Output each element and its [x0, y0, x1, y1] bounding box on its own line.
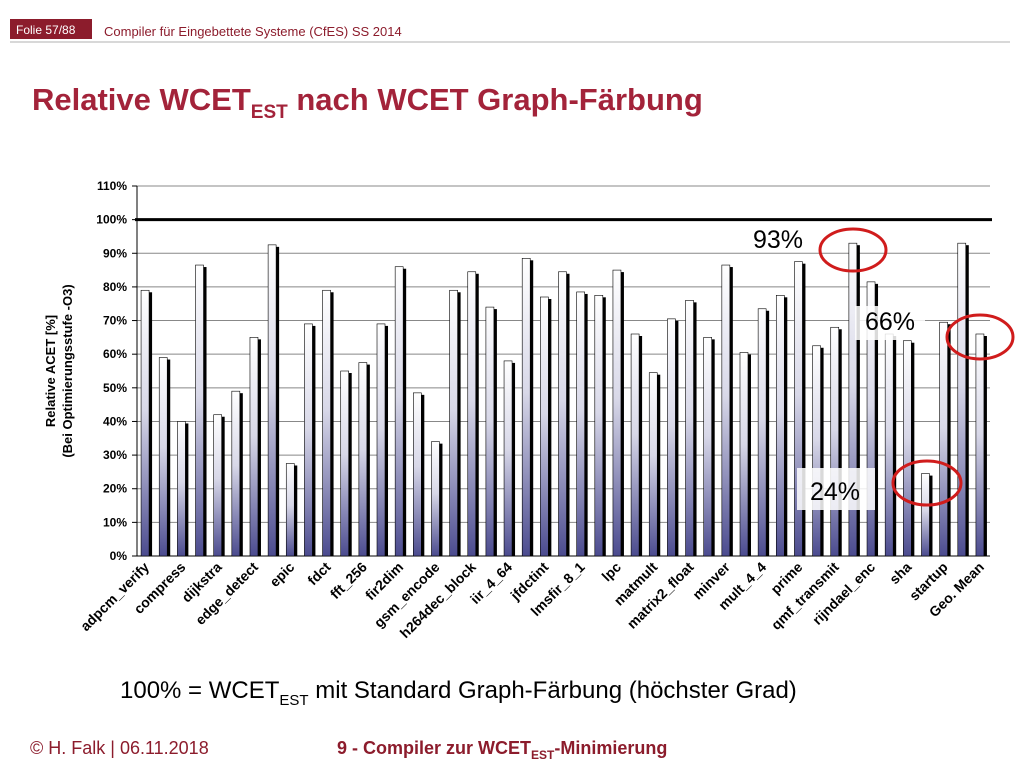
- y-tick-label: 30%: [103, 448, 127, 462]
- y-tick-label: 0%: [110, 549, 128, 563]
- annotation: 93%: [753, 226, 803, 254]
- y-tick-label: 60%: [103, 347, 127, 361]
- x-tick-label: fdct: [304, 559, 334, 589]
- bar: [630, 333, 640, 557]
- bar: [721, 264, 731, 557]
- bar: [285, 463, 295, 557]
- y-tick-label: 10%: [103, 515, 127, 529]
- bar: [739, 352, 749, 557]
- bar: [612, 269, 622, 557]
- bar: [576, 291, 585, 557]
- folie-box: [10, 19, 92, 39]
- bar: [975, 333, 985, 557]
- y-tick-label: 100%: [96, 213, 127, 227]
- bar: [340, 370, 350, 557]
- bar: [304, 323, 313, 557]
- bar: [431, 441, 440, 557]
- caption-sub: EST: [279, 692, 308, 709]
- bar: [376, 323, 386, 557]
- bar: [594, 295, 604, 557]
- bar: [667, 318, 676, 557]
- bar: [540, 296, 549, 557]
- bar: [558, 271, 567, 557]
- bar: [394, 266, 404, 557]
- bar: [685, 300, 694, 557]
- footer-main: 9 - Compiler zur WCET: [337, 738, 531, 758]
- bar: [866, 281, 876, 557]
- bar: [848, 242, 858, 557]
- x-tick-label: sha: [886, 559, 915, 588]
- title-main: Relative WCET: [32, 82, 251, 117]
- bar: [521, 258, 531, 557]
- annotation: 66%: [865, 308, 915, 336]
- bar: [213, 414, 222, 557]
- bar: [775, 295, 785, 557]
- title-sub: EST: [251, 102, 288, 123]
- y-tick-label: 80%: [103, 280, 127, 294]
- bar: [231, 390, 241, 557]
- bar: [957, 242, 967, 557]
- course: Compiler für Eingebettete Systeme (CfES)…: [104, 24, 402, 39]
- y-tick-label: 70%: [103, 314, 127, 328]
- bar: [648, 372, 658, 557]
- bar: [921, 473, 930, 557]
- footer-center: 9 - Compiler zur WCETEST-Minimierung: [337, 738, 667, 762]
- bar: [884, 333, 894, 557]
- annotation-box: [797, 468, 875, 510]
- y-axis-label: (Bei Optimierungsstufe -O3): [60, 284, 75, 457]
- bar: [158, 357, 168, 557]
- annotation: 24%: [810, 478, 860, 506]
- bar: [267, 244, 277, 557]
- folie: Folie 57/88: [16, 23, 76, 37]
- y-tick-label: 90%: [103, 246, 127, 260]
- bar: [703, 337, 712, 557]
- title-rest: nach WCET Graph-Färbung: [288, 82, 703, 117]
- x-tick-label: epic: [266, 559, 297, 590]
- bar: [358, 362, 368, 557]
- bar: [449, 289, 458, 557]
- bar: [195, 264, 204, 557]
- bar: [485, 306, 495, 557]
- highlight-circle: [945, 313, 1015, 361]
- annotation-box: [855, 306, 925, 340]
- footer-left: © H. Falk | 06.11.2018: [30, 738, 209, 758]
- caption: 100% = WCETEST mit Standard Graph-Färbun…: [120, 677, 797, 709]
- bar: [322, 289, 331, 557]
- y-tick-label: 110%: [97, 179, 127, 193]
- title: Relative WCETEST nach WCET Graph-Färbung: [32, 82, 703, 123]
- y-tick-label: 20%: [103, 482, 127, 496]
- chart: 0% 10% 20% 30% 40% 50% 60% 70% 80% 90% 100% 110% Rel…: [43, 179, 1015, 641]
- bar: [140, 289, 150, 557]
- bar: [467, 271, 477, 557]
- bar: [757, 308, 767, 557]
- bar: [903, 340, 912, 557]
- y-axis-label: Relative ACET [%]: [43, 315, 58, 427]
- bar: [830, 326, 840, 557]
- caption-rest: mit Standard Graph-Färbung (höchster Gra…: [309, 677, 797, 704]
- y-tick-label: 50%: [103, 381, 127, 395]
- x-tick-label: lpc: [598, 559, 624, 585]
- bar: [503, 360, 513, 557]
- footer-sub: EST: [531, 748, 555, 762]
- y-tick-label: 40%: [103, 414, 127, 428]
- bar: [812, 345, 821, 557]
- bar: [413, 392, 422, 557]
- bar: [794, 261, 803, 557]
- footer-rest: -Minimierung: [554, 738, 667, 758]
- highlight-circle: [891, 459, 963, 507]
- bar: [249, 337, 259, 557]
- bar: [939, 321, 948, 557]
- highlight-circle: [818, 227, 888, 273]
- bar: [177, 421, 186, 557]
- caption-main: 100% = WCET: [120, 677, 280, 704]
- x-tick-label: fft_256: [327, 559, 370, 602]
